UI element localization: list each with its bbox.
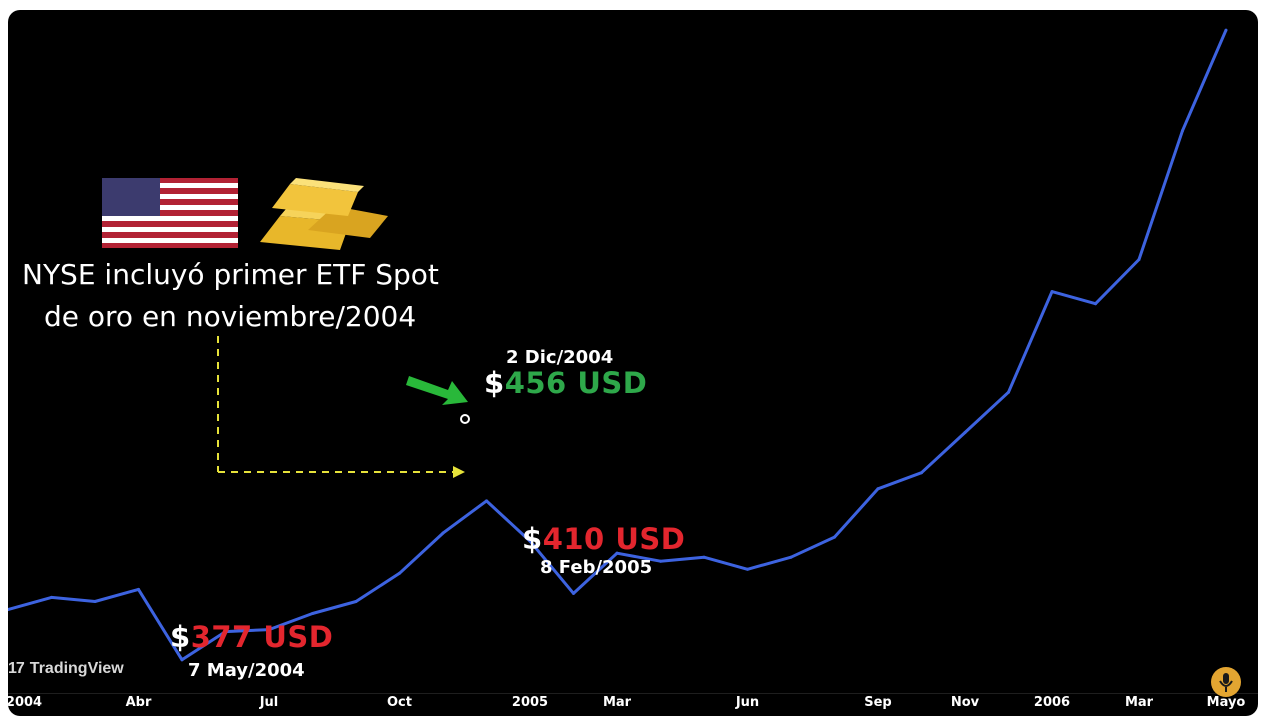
- data-point: [180, 658, 184, 662]
- price-chart: [8, 28, 1228, 662]
- data-point: [8, 608, 10, 612]
- data-point: [441, 531, 445, 535]
- data-point: [1007, 390, 1010, 394]
- tradingview-text: TradingView: [29, 660, 124, 677]
- data-point: [833, 535, 836, 539]
- chart-frame: NYSE incluyó primer ETF Spot de oro en n…: [8, 10, 1258, 716]
- x-tick-label: Sep: [864, 695, 892, 710]
- data-point: [746, 567, 749, 571]
- data-point: [267, 628, 271, 632]
- data-point: [1181, 129, 1184, 133]
- data-point: [615, 551, 619, 555]
- x-tick-label: Mar: [1124, 695, 1154, 710]
- low2-price: $410 USD: [522, 522, 685, 556]
- data-point: [137, 587, 140, 591]
- data-point: [398, 571, 401, 575]
- green-arrow-icon: [406, 376, 468, 405]
- data-point: [963, 430, 967, 434]
- x-tick-label: Oct: [387, 695, 412, 710]
- data-point: [789, 555, 793, 559]
- data-point: [659, 559, 662, 563]
- low2-currency: $: [522, 522, 543, 556]
- high-currency: $: [484, 366, 505, 400]
- high-price: $456 USD: [484, 366, 647, 400]
- x-tick-label: 2005: [511, 695, 549, 710]
- data-point: [93, 599, 97, 603]
- x-tick-label: 2004: [8, 695, 43, 710]
- tradingview-watermark: 17 TradingView: [8, 660, 124, 678]
- data-point: [354, 599, 358, 603]
- data-point: [1094, 302, 1097, 306]
- annotation-connector: [217, 336, 465, 478]
- caption-line-2: de oro en noviembre/2004: [44, 300, 417, 333]
- series-group: [8, 28, 1228, 662]
- x-tick-label: Mayo: [1206, 695, 1246, 710]
- high-point-marker: [460, 414, 470, 424]
- podcast-mic-icon: [1211, 667, 1241, 697]
- data-point: [572, 591, 575, 595]
- low1-amount: 377 USD: [190, 620, 334, 654]
- data-point: [876, 487, 880, 491]
- gold-bars-icon: [260, 178, 388, 250]
- x-tick-label: Jun: [735, 695, 760, 710]
- data-point: [485, 499, 488, 503]
- data-point: [1137, 257, 1141, 261]
- low2-amount: 410 USD: [542, 522, 686, 556]
- data-point: [528, 539, 532, 543]
- high-amount: 456 USD: [504, 366, 648, 400]
- data-point: [920, 471, 923, 475]
- data-point: [1050, 290, 1054, 294]
- x-tick-label: 2006: [1033, 695, 1071, 710]
- low1-price: $377 USD: [170, 620, 333, 654]
- data-point: [224, 630, 227, 634]
- low1-currency: $: [170, 620, 191, 654]
- data-point: [702, 555, 706, 559]
- us-flag-icon: [102, 178, 238, 248]
- x-tick-label: Jul: [259, 695, 279, 710]
- low2-date: 8 Feb/2005: [540, 557, 653, 578]
- x-tick-label: Nov: [950, 695, 980, 710]
- x-tick-label: Abr: [125, 695, 152, 710]
- tradingview-logo-icon: 17: [8, 660, 25, 677]
- x-tick-label: Mar: [602, 695, 632, 710]
- caption-line-1: NYSE incluyó primer ETF Spot: [22, 258, 439, 291]
- high-date: 2 Dic/2004: [506, 347, 614, 368]
- data-point: [311, 612, 314, 616]
- data-point: [1224, 28, 1228, 32]
- data-point: [50, 595, 53, 599]
- low1-date: 7 May/2004: [188, 660, 305, 681]
- x-axis-line: [8, 693, 1258, 694]
